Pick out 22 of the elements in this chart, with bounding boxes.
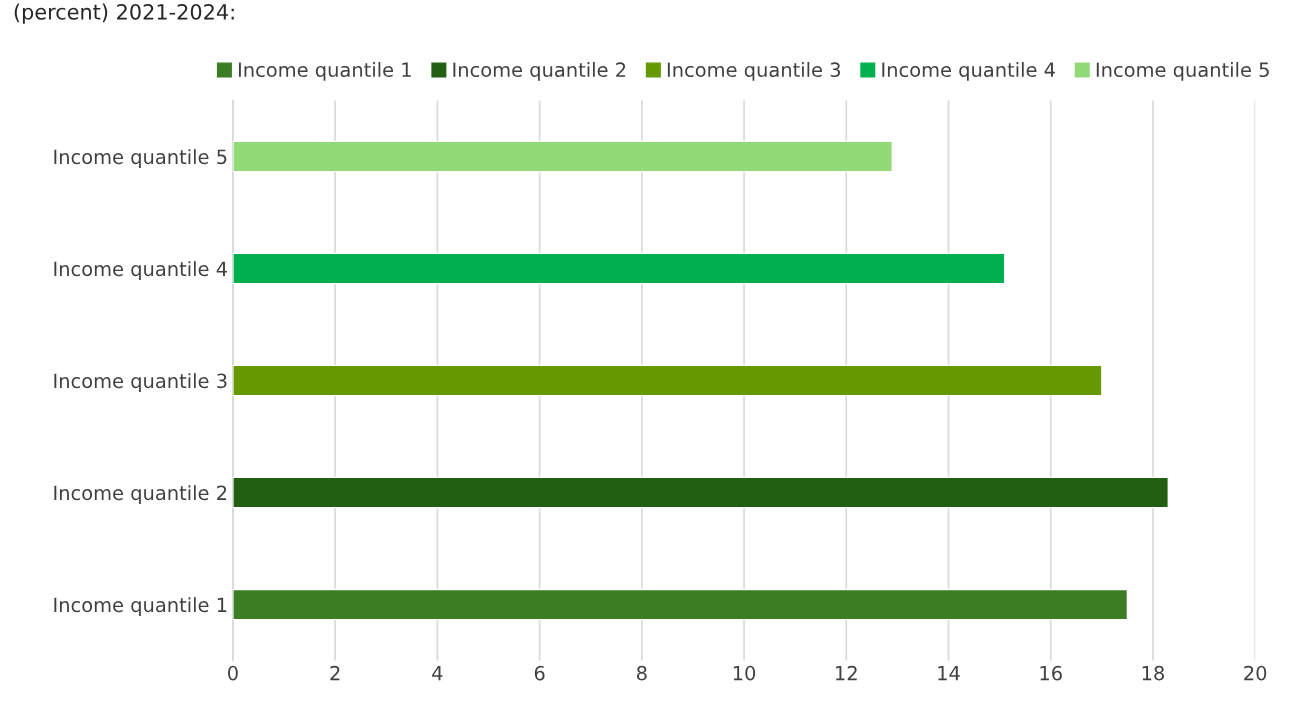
y-tick-label: Income quantile 5 (54, 149, 227, 168)
legend-label: Income quantile 2 (453, 62, 626, 81)
legend-label: Income quantile 4 (882, 62, 1055, 81)
x-tick-label: 8 (636, 665, 647, 681)
y-tick-label: Income quantile 4 (54, 261, 227, 280)
x-tick-label: 20 (1244, 665, 1267, 681)
y-tick-label: Income quantile 2 (54, 485, 227, 504)
x-tick-label: 6 (534, 665, 545, 681)
chart-title: (percent) 2021-2024: (14, 3, 234, 24)
x-tick-label: 12 (836, 665, 857, 681)
y-tick-label: Income quantile 3 (54, 373, 227, 392)
legend-label: Income quantile 3 (667, 62, 840, 81)
legend-label: Income quantile 5 (1096, 62, 1269, 81)
y-tick-label: Income quantile 1 (54, 597, 227, 616)
x-tick-label: 14 (938, 666, 960, 681)
legend-label: Income quantile 1 (238, 62, 411, 81)
x-tick-label: 18 (1142, 665, 1164, 681)
x-tick-label: 10 (733, 665, 756, 681)
x-tick-label: 16 (1040, 665, 1062, 681)
x-tick-label: 2 (330, 665, 340, 681)
x-tick-label: 4 (432, 666, 443, 681)
x-tick-label: 0 (228, 665, 238, 681)
